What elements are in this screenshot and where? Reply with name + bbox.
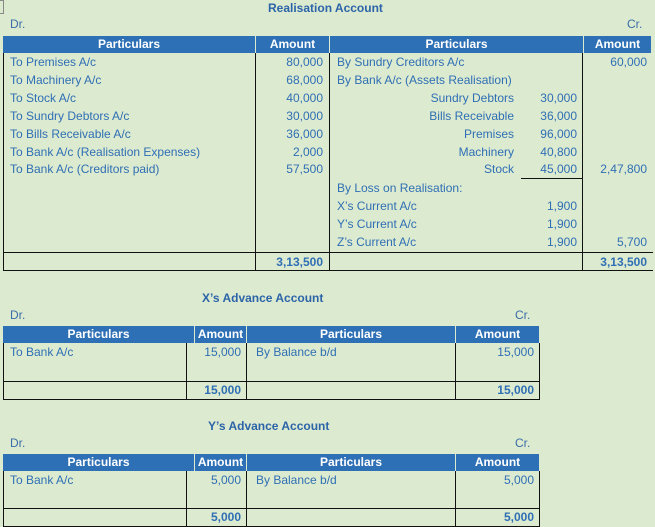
credit-loss-item-amount: 1,900 <box>546 235 577 249</box>
realisation-title: Realisation Account <box>268 1 383 15</box>
header-amount-dr: Amount <box>195 454 246 471</box>
debit-row-amount: 36,000 <box>286 127 323 141</box>
debit-row-amount: 68,000 <box>286 73 323 87</box>
credit-bank-item-amount: 40,800 <box>540 145 577 159</box>
dr-label: Dr. <box>10 436 26 450</box>
credit-row-label: By Balance b/d <box>256 473 337 487</box>
header-particulars-cr: Particulars <box>330 36 583 53</box>
credit-bank-item-label: Sundry Debtors <box>430 91 514 105</box>
credit-loss-item-label: Z’s Current A/c <box>337 235 417 249</box>
credit-row-label: By Balance b/d <box>256 345 337 359</box>
credit-bank-item-label: Bills Receivable <box>429 109 514 123</box>
total-debit: 15,000 <box>204 383 241 397</box>
debit-row-label: To Stock A/c <box>10 91 77 105</box>
credit-row-label: By Sundry Creditors A/c <box>337 55 465 69</box>
total-debit: 3,13,500 <box>276 255 323 269</box>
header-amount-cr: Amount <box>584 36 651 53</box>
header-amount-cr: Amount <box>456 326 539 343</box>
debit-row-label: To Bank A/c (Creditors paid) <box>10 162 160 176</box>
credit-loss-item-label: X’s Current A/c <box>337 199 417 213</box>
credit-loss-heading: By Loss on Realisation: <box>337 181 463 195</box>
credit-loss-total: 5,700 <box>616 235 647 249</box>
total-credit: 15,000 <box>497 383 534 397</box>
credit-row-amount: 60,000 <box>610 55 647 69</box>
debit-row-label: To Bills Receivable A/c <box>10 127 131 141</box>
debit-row-label: To Bank A/c <box>10 345 74 359</box>
cell-corner-marker <box>0 0 4 14</box>
debit-row-label: To Machinery A/c <box>10 73 102 87</box>
credit-bank-item-amount: 45,000 <box>540 162 577 176</box>
y-advance-title: Y’s Advance Account <box>208 419 330 433</box>
credit-bank-heading: By Bank A/c (Assets Realisation) <box>337 73 512 87</box>
credit-loss-item-amount: 1,900 <box>546 217 577 231</box>
credit-bank-item-label: Premises <box>463 127 514 141</box>
header-amount-cr: Amount <box>456 454 539 471</box>
total-credit: 5,000 <box>503 510 534 524</box>
credit-loss-item-label: Y’s Current A/c <box>337 217 417 231</box>
header-amount-dr: Amount <box>256 36 329 53</box>
total-debit: 5,000 <box>210 510 241 524</box>
debit-row-amount: 2,000 <box>292 145 323 159</box>
credit-bank-item-amount: 96,000 <box>540 127 577 141</box>
debit-row-amount: 40,000 <box>286 91 323 105</box>
credit-bank-item-label: Stock <box>483 162 514 176</box>
credit-bank-item-amount: 30,000 <box>540 91 577 105</box>
debit-row-label: To Premises A/c <box>10 55 97 69</box>
debit-row-label: To Bank A/c (Realisation Expenses) <box>10 145 201 159</box>
debit-row-amount: 57,500 <box>286 162 323 176</box>
header-particulars-dr: Particulars <box>3 36 255 53</box>
credit-loss-item-amount: 1,900 <box>546 199 577 213</box>
credit-bank-item-label: Machinery <box>458 145 514 159</box>
cr-label: Cr. <box>627 17 643 31</box>
cr-label: Cr. <box>515 308 531 322</box>
total-credit: 3,13,500 <box>600 255 647 269</box>
debit-row-amount: 5,000 <box>210 473 241 487</box>
header-particulars-cr: Particulars <box>247 454 455 471</box>
header-particulars-dr: Particulars <box>3 454 194 471</box>
dr-label: Dr. <box>10 308 26 322</box>
credit-bank-item-amount: 36,000 <box>540 109 577 123</box>
debit-row-amount: 30,000 <box>286 109 323 123</box>
header-particulars-cr: Particulars <box>247 326 455 343</box>
debit-row-label: To Sundry Debtors A/c <box>10 109 130 123</box>
cr-label: Cr. <box>515 436 531 450</box>
debit-row-label: To Bank A/c <box>10 473 74 487</box>
debit-row-amount: 80,000 <box>286 55 323 69</box>
credit-bank-total: 2,47,800 <box>600 162 647 176</box>
credit-row-amount: 15,000 <box>497 345 534 359</box>
debit-row-amount: 15,000 <box>204 345 241 359</box>
header-amount-dr: Amount <box>195 326 246 343</box>
dr-label: Dr. <box>10 17 26 31</box>
header-particulars-dr: Particulars <box>3 326 194 343</box>
credit-row-amount: 5,000 <box>503 473 534 487</box>
x-advance-title: X’s Advance Account <box>202 291 324 305</box>
